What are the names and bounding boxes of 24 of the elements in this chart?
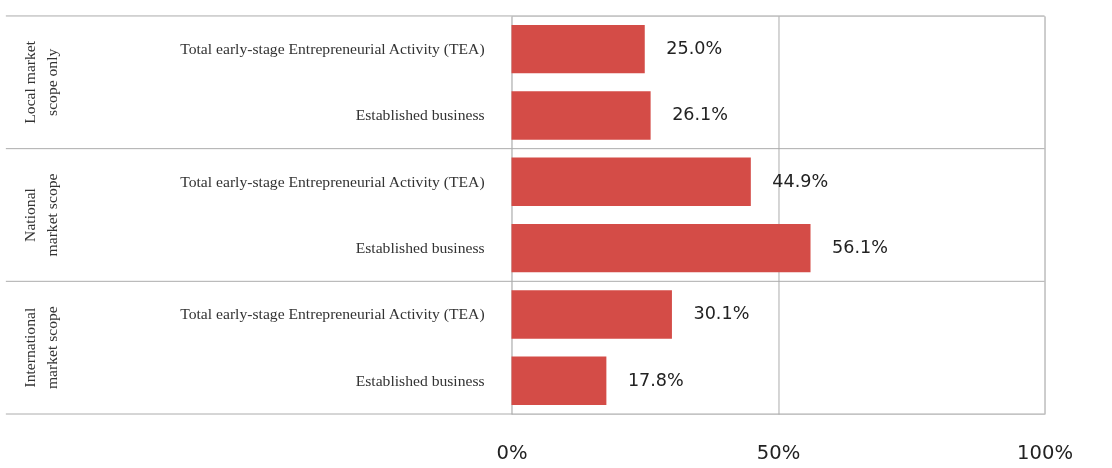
y-tick-label: Established business <box>355 239 485 257</box>
y-tick-label: Total early-stage Entrepreneurial Activity (TEA) <box>180 40 485 59</box>
x-tick-label: 50% <box>756 441 801 465</box>
bar <box>511 356 607 406</box>
y-tick-label: Total early-stage Entrepreneurial Activity (TEA) <box>180 172 485 191</box>
bar <box>511 223 811 273</box>
x-tick-label: 100% <box>1017 441 1073 465</box>
data-label: 17.8% <box>627 369 684 390</box>
bar <box>511 157 751 207</box>
y-tick-label: Total early-stage Entrepreneurial Activity (TEA) <box>180 305 485 324</box>
bar <box>511 91 651 140</box>
data-label: 56.1% <box>832 237 888 258</box>
data-label: 30.1% <box>693 303 750 324</box>
data-label: 44.9% <box>772 170 829 191</box>
y-tick-label: Established business <box>355 106 485 124</box>
x-tick-label: 0% <box>496 441 528 465</box>
text: International market scope <box>21 306 60 390</box>
bar <box>511 290 672 339</box>
data-label: 26.1% <box>672 104 729 125</box>
text: Local market scope only <box>21 40 60 124</box>
text: National market scope <box>21 173 60 257</box>
y-tick-label: Established business <box>355 371 485 389</box>
bar <box>511 24 645 74</box>
data-label: 25.0% <box>666 38 723 59</box>
